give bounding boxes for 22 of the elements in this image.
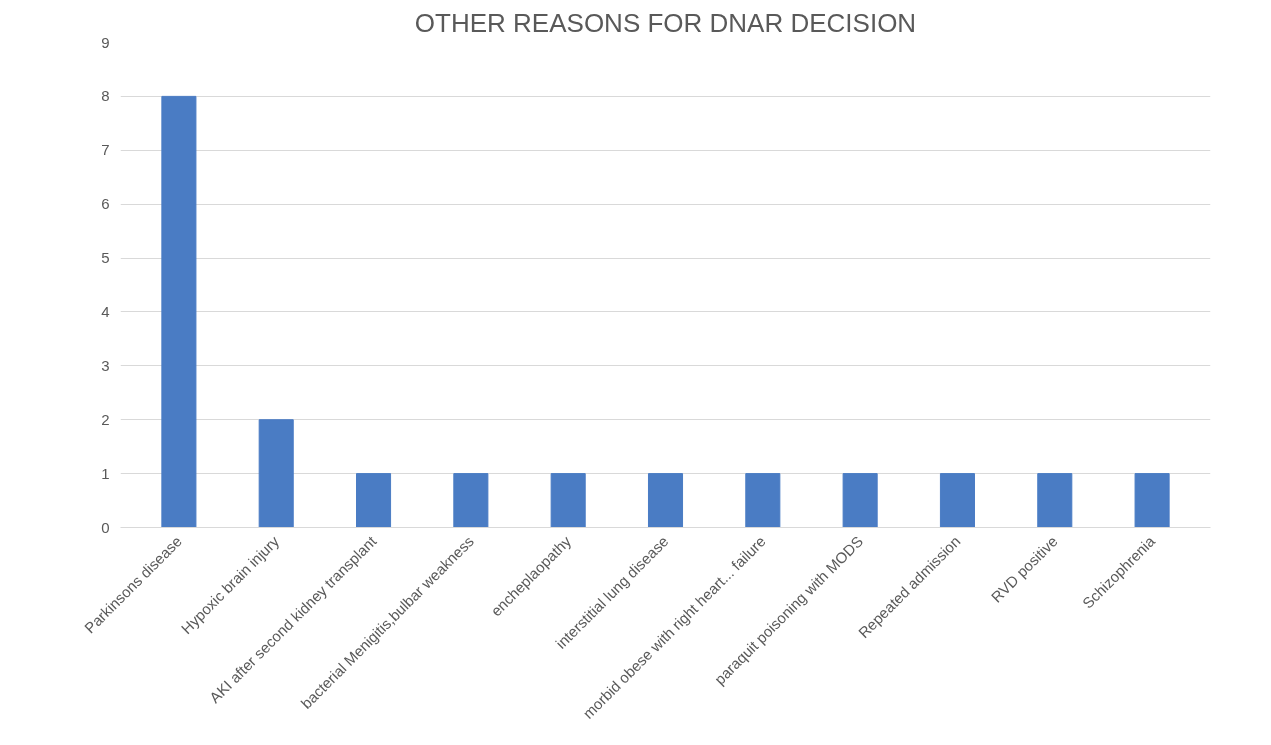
bar — [1037, 473, 1073, 528]
bar — [161, 95, 197, 528]
bar — [453, 473, 489, 528]
bar — [258, 419, 294, 528]
bar — [939, 473, 975, 528]
y-tick-label: 7 — [101, 141, 110, 159]
y-tick-label: 9 — [101, 33, 110, 51]
bar — [745, 473, 781, 528]
bar — [356, 473, 392, 528]
bar — [647, 473, 684, 528]
bar — [842, 473, 878, 528]
y-tick-label: 6 — [101, 195, 110, 213]
y-tick-label: 8 — [101, 87, 110, 105]
y-tick-label: 0 — [101, 518, 110, 536]
y-tick-label: 3 — [101, 356, 110, 374]
bar — [550, 473, 586, 528]
bar — [1134, 473, 1170, 528]
chart-title: OTHER REASONS FOR DNAR DECISION — [414, 7, 917, 38]
y-tick-label: 5 — [101, 249, 110, 267]
y-tick-label: 1 — [101, 464, 110, 482]
y-tick-label: 4 — [101, 302, 110, 320]
y-tick-label: 2 — [101, 410, 110, 428]
